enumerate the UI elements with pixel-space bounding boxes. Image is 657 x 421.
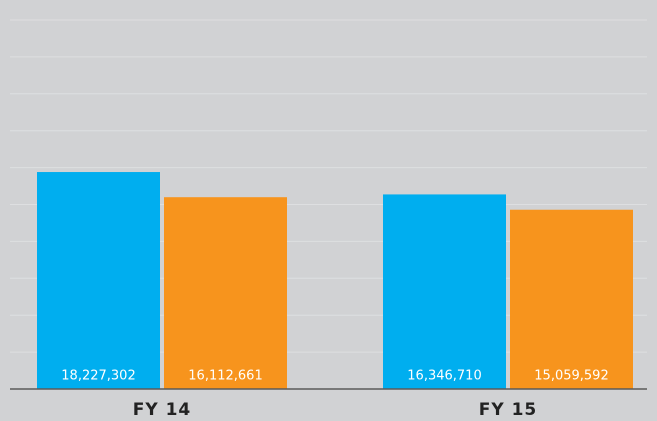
value-label: 16,112,661: [188, 369, 262, 384]
value-label: 16,346,710: [407, 369, 481, 384]
bar: [37, 172, 160, 389]
bar: [383, 194, 506, 389]
bar: [164, 197, 287, 389]
x-tick-label: FY 14: [133, 400, 192, 420]
bar: [510, 209, 633, 389]
x-tick-label: FY 15: [479, 400, 538, 420]
value-label: 15,059,592: [534, 369, 608, 384]
value-label: 18,227,302: [61, 369, 135, 384]
